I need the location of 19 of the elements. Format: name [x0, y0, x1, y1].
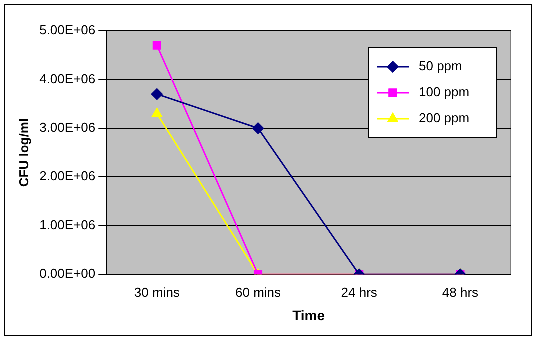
legend-label: 200 ppm	[419, 110, 470, 126]
point	[252, 122, 264, 134]
x-axis-title: Time	[292, 307, 326, 324]
y-tick-label: 4.00E+06	[40, 71, 96, 86]
y-tick-label: 3.00E+06	[40, 120, 96, 136]
legend-label: 100 ppm	[419, 84, 470, 100]
x-tick-label: 24 hrs	[341, 284, 378, 300]
y-tick-label: 5.00E+06	[40, 22, 96, 38]
point	[151, 88, 163, 100]
point	[152, 108, 162, 118]
x-tick-label: 30 mins	[134, 284, 180, 300]
point	[152, 41, 162, 50]
x-tick-label: 60 mins	[236, 284, 282, 300]
y-tick-label: 1.00E+06	[40, 217, 96, 232]
y-tick-label: 0.00E+00	[40, 266, 96, 282]
x-tick-label: 48 hrs	[442, 284, 480, 300]
y-axis-title: CFU log/ml	[16, 118, 32, 188]
y-tick-label: 2.00E+06	[40, 168, 96, 184]
legend-label: 50 ppm	[419, 58, 462, 74]
